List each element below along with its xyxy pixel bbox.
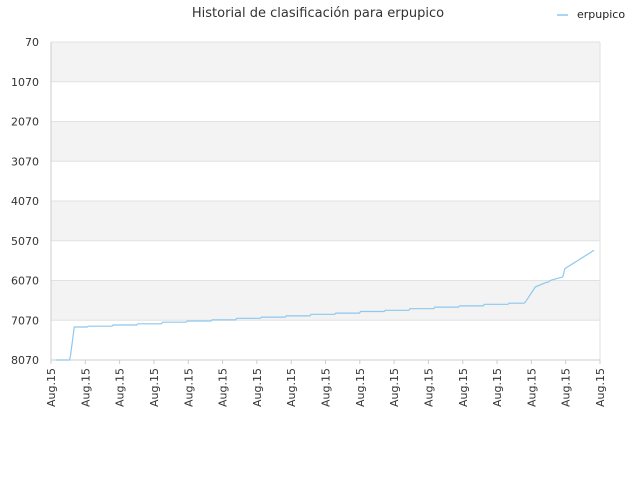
- grid-band: [51, 240, 600, 281]
- grid-band: [51, 161, 600, 201]
- grid-band: [51, 201, 600, 241]
- x-tick-label: Aug.15: [560, 368, 573, 407]
- x-tick-label: Aug.15: [182, 368, 195, 407]
- y-tick-label: 2070: [11, 116, 39, 129]
- y-tick-label: 7070: [11, 314, 39, 327]
- grid-band: [51, 42, 600, 82]
- grid-band: [51, 320, 600, 360]
- y-tick-label: 1070: [11, 76, 39, 89]
- grid-band: [51, 121, 600, 162]
- x-tick-label: Aug.15: [388, 368, 401, 407]
- chart-title: Historial de clasificación para erpupico: [192, 6, 444, 21]
- x-tick-label: Aug.15: [354, 368, 367, 407]
- y-tick-label: 6070: [11, 275, 39, 288]
- x-tick-label: Aug.15: [525, 368, 538, 407]
- x-tick-label: Aug.15: [148, 368, 161, 407]
- x-tick-label: Aug.15: [491, 368, 504, 407]
- x-tick-label: Aug.15: [285, 368, 298, 407]
- legend-label-erpupico: erpupico: [577, 8, 625, 21]
- grid-band: [51, 81, 600, 122]
- x-tick-label: Aug.15: [217, 368, 230, 407]
- y-tick-label: 4070: [11, 195, 39, 208]
- grid-band: [51, 280, 600, 321]
- plot-area: [56, 249, 595, 361]
- y-axis-ticks: 70 1070 2070 3070 4070 5070 6070 7070 8070: [11, 36, 39, 367]
- x-tick-label: Aug.15: [320, 368, 333, 407]
- y-tick-label: 8070: [11, 354, 39, 367]
- x-tick-label: Aug.15: [594, 368, 607, 407]
- x-axis-ticks: Aug.15 Aug.15 Aug.15 Aug.15 Aug.15 Aug.15 Aug.…: [45, 360, 607, 407]
- chart-legend: erpupico: [557, 8, 625, 21]
- x-tick-label: Aug.15: [45, 368, 58, 407]
- y-tick-label: 70: [25, 36, 39, 49]
- grid-bands: [51, 42, 600, 360]
- x-tick-label: Aug.15: [251, 368, 264, 407]
- x-tick-label: Aug.15: [114, 368, 127, 407]
- x-tick-label: Aug.15: [79, 368, 92, 407]
- x-tick-label: Aug.15: [422, 368, 435, 407]
- y-tick-label: 3070: [11, 155, 39, 168]
- x-tick-label: Aug.15: [457, 368, 470, 407]
- series-line-erpupico: [56, 249, 595, 361]
- y-tick-label: 5070: [11, 235, 39, 248]
